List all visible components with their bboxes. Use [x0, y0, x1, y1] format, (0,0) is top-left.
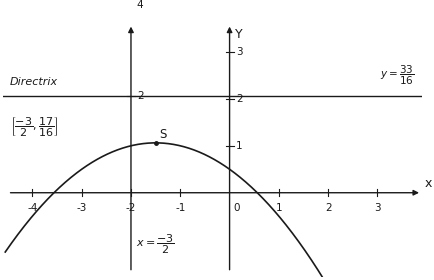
Text: 3: 3 [236, 47, 243, 57]
Text: 1: 1 [236, 141, 243, 151]
Text: x: x [424, 178, 432, 190]
Text: -1: -1 [175, 203, 185, 213]
Text: -2: -2 [126, 203, 136, 213]
Text: 2: 2 [325, 203, 332, 213]
Text: Y: Y [234, 27, 242, 41]
Text: 3: 3 [374, 203, 381, 213]
Text: 1: 1 [276, 203, 282, 213]
Text: 2: 2 [137, 91, 144, 101]
Text: 2: 2 [236, 94, 243, 104]
Text: Directrix: Directrix [10, 78, 58, 87]
Text: $y=\dfrac{33}{16}$: $y=\dfrac{33}{16}$ [380, 64, 414, 87]
Text: S: S [160, 127, 167, 141]
Text: $\left[\dfrac{-3}{2},\dfrac{17}{16}\right]$: $\left[\dfrac{-3}{2},\dfrac{17}{16}\righ… [10, 115, 59, 139]
Text: -4: -4 [27, 203, 38, 213]
Text: 0: 0 [233, 203, 240, 213]
Text: $x=\dfrac{-3}{2}$: $x=\dfrac{-3}{2}$ [136, 233, 175, 256]
Text: -3: -3 [76, 203, 87, 213]
Text: 4: 4 [137, 0, 144, 10]
